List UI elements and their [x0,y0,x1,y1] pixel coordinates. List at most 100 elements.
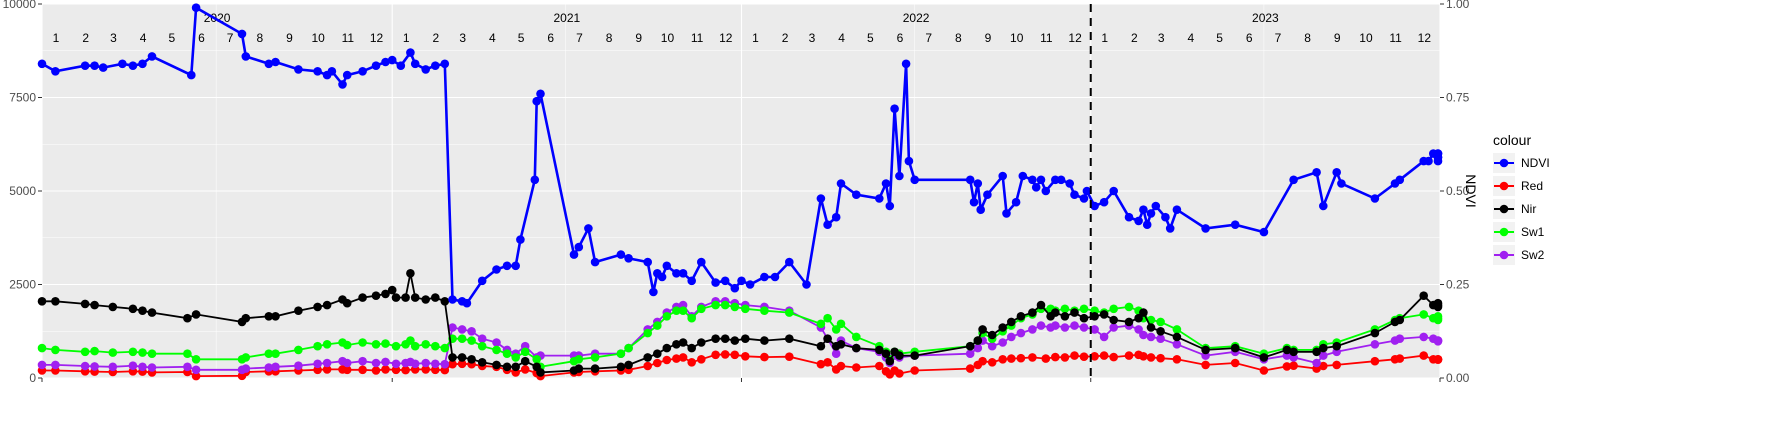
data-point-ndvi [910,175,919,185]
data-point-ndvi [1124,212,1134,222]
data-point-nir [51,297,60,306]
left-tick-label: 0 [29,371,36,385]
data-point-sw1 [108,348,118,357]
month-labels: 1 2 3 4 5 6 7 8 9 10 11 12 1 2 3 4 5 6 7 8 9 10 11 12 1 2 3 4 5 6 7 8 9 1… [53,31,1432,45]
series-sw2 [37,297,1443,375]
month-label: 7 [1275,31,1282,45]
data-point-nir [973,336,983,345]
data-point-ndvi [875,194,884,203]
data-point-nir [1282,345,1292,355]
data-point-ndvi [672,269,681,278]
data-point-nir [875,345,884,355]
data-point-sw2 [1419,332,1428,342]
data-point-ndvi [823,220,832,229]
data-point-sw1 [760,306,769,316]
data-point-red [448,359,457,369]
right-y-axis: 0.00 0.25 0.50 0.75 1.00 [1440,0,1470,385]
data-point-sw2 [1036,321,1046,330]
data-point-sw2 [1370,340,1380,349]
data-point-ndvi [462,298,472,308]
data-point-ndvi [1065,179,1074,188]
data-point-nir [440,297,450,306]
month-label: 5 [518,31,525,45]
month-label: 4 [489,31,496,45]
data-point-nir [421,295,431,304]
data-point-nir [147,308,157,317]
data-point-sw1 [1079,304,1089,314]
data-point-sw1 [440,343,450,353]
data-point-nir [371,291,381,301]
data-point-nir [391,293,401,302]
data-point-sw1 [410,341,420,351]
data-point-ndvi [1201,224,1210,233]
data-point-red [381,365,390,374]
data-point-nir [590,364,600,373]
data-point-sw2 [1312,358,1321,368]
data-point-nir [987,330,997,340]
data-point-sw1 [1109,304,1118,314]
month-label: 9 [985,31,992,45]
data-point-sw2 [108,362,118,372]
month-label: 10 [1359,31,1373,45]
data-point-ndvi [1165,224,1175,233]
data-point-red [1282,362,1292,371]
month-label: 3 [459,31,466,45]
series-ndvi [37,3,1443,308]
legend-key-nir [1499,204,1509,214]
data-point-red [391,365,401,375]
data-point-sw1 [730,302,740,312]
month-label: 7 [227,31,234,45]
data-point-nir [313,302,322,312]
data-point-red [895,369,904,378]
month-label: 3 [1158,31,1165,45]
data-point-nir [1134,313,1143,323]
data-point-ndvi [440,59,450,69]
data-point-ndvi [1082,186,1092,196]
data-point-sw1 [1156,317,1165,327]
data-point-ndvi [516,235,525,244]
data-point-ndvi [737,276,746,286]
data-point-sw1 [358,338,367,347]
month-label: 3 [110,31,117,45]
data-point-nir [720,334,730,344]
data-point-ndvi [51,67,60,76]
month-label: 12 [370,31,384,45]
data-point-ndvi [901,59,911,69]
data-point-sw2 [1433,337,1443,346]
data-point-red [431,365,440,375]
data-point-sw1 [1124,302,1134,312]
data-point-ndvi [1070,190,1079,199]
data-point-red [816,359,826,369]
data-point-ndvi [1146,209,1156,218]
data-point-ndvi [1109,186,1118,196]
data-point-sw2 [313,359,322,369]
data-point-nir [760,336,769,345]
data-point-red [191,371,201,381]
data-point-ndvi [881,179,891,188]
data-point-nir [1230,343,1240,353]
data-point-ndvi [711,278,720,287]
data-point-nir [536,368,545,377]
data-point-ndvi [1259,227,1269,237]
data-point-sw1 [191,355,201,364]
data-point-nir [271,312,280,321]
data-point-nir [358,293,367,302]
data-point-ndvi [895,171,904,181]
data-point-red [672,354,681,363]
data-point-nir [1099,310,1109,319]
year-label: 2022 [903,11,930,25]
data-point-red [1419,351,1428,360]
data-point-ndvi [1139,205,1148,214]
data-point-ndvi [816,194,826,203]
month-label: 4 [1188,31,1195,45]
data-point-red [987,358,997,367]
data-point-sw1 [502,349,512,359]
data-point-sw1 [687,313,696,323]
data-point-nir [1146,323,1156,332]
data-point-ndvi [1079,194,1089,203]
data-point-ndvi [624,253,633,263]
data-point-red [852,363,861,372]
series-nir [37,269,1443,377]
data-point-ndvi [785,257,794,267]
